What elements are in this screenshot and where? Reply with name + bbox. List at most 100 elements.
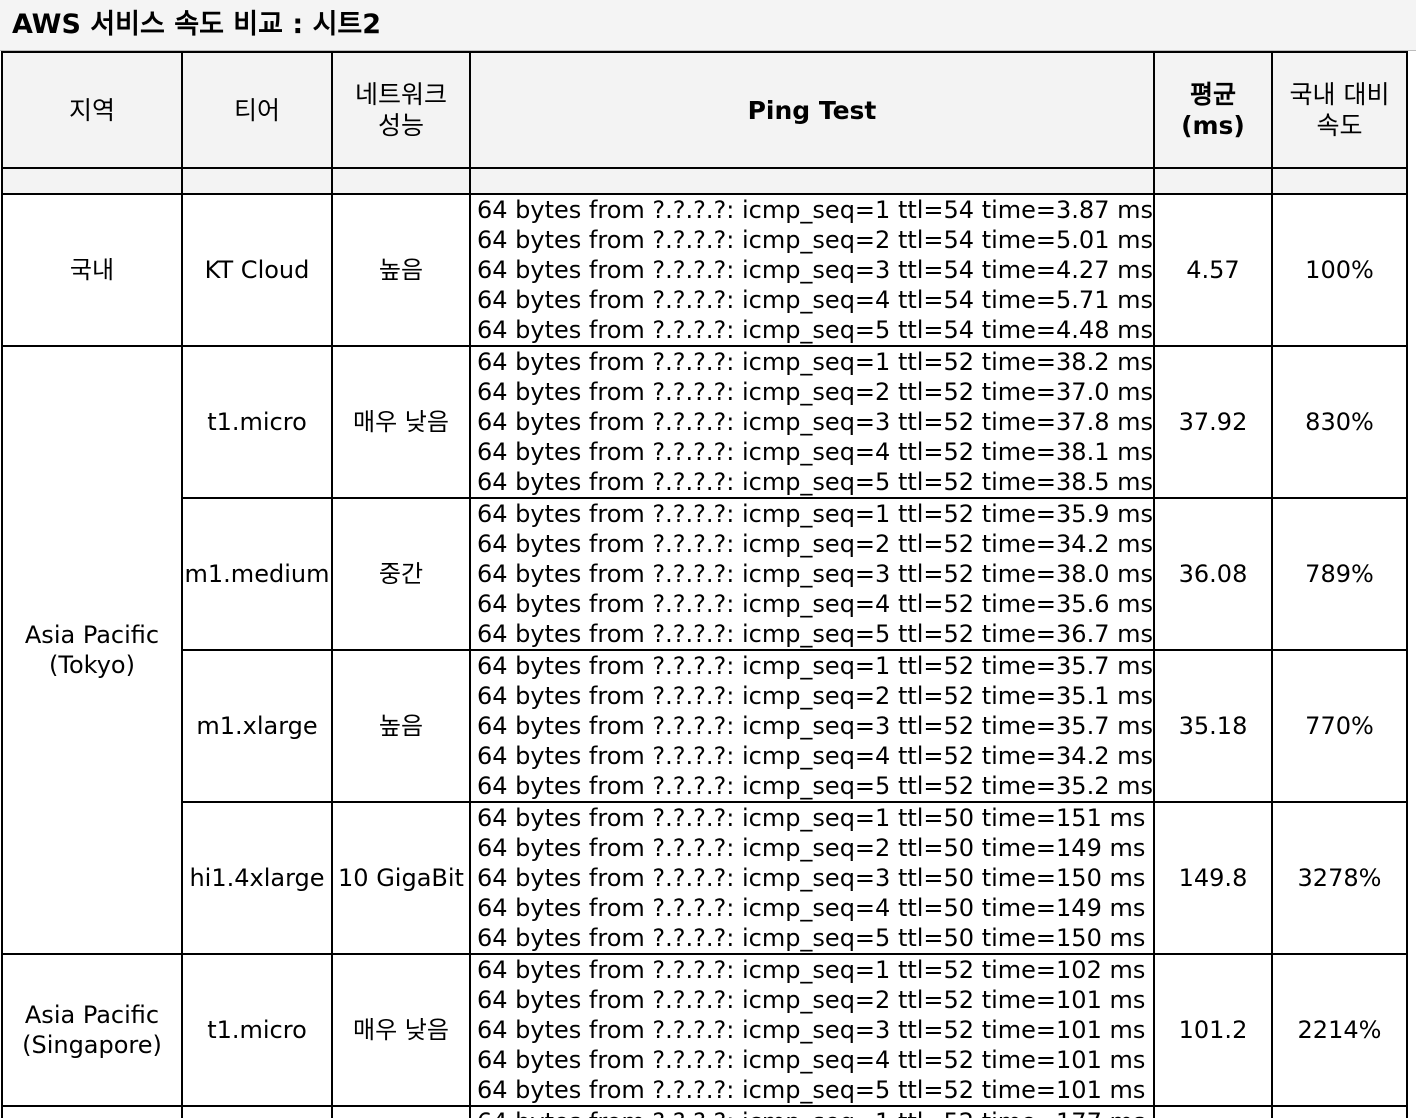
spacer-cell[interactable] (181, 167, 333, 195)
region-line: (Tokyo) (49, 651, 135, 679)
ping-line: 64 bytes from ?.?.?.?: icmp_seq=1 ttl=50… (477, 804, 1146, 832)
ping-line: 64 bytes from ?.?.?.?: icmp_seq=1 ttl=52… (477, 500, 1153, 528)
ping-cell[interactable]: 64 bytes from ?.?.?.?: icmp_seq=1 ttl=50… (469, 801, 1155, 955)
ping-line: 64 bytes from ?.?.?.?: icmp_seq=5 ttl=52… (477, 620, 1153, 648)
ping-line: 64 bytes from ?.?.?.?: icmp_seq=4 ttl=52… (477, 742, 1153, 770)
network-cell[interactable]: 매우 낮음 (331, 345, 471, 499)
region-cell[interactable]: Asia Pacific (Singapore) (1, 953, 183, 1107)
header-line: 티어 (233, 95, 280, 125)
ping-line: 64 bytes from ?.?.?.?: icmp_seq=3 ttl=50… (477, 864, 1146, 892)
ping-cell[interactable]: 64 bytes from ?.?.?.?: icmp_seq=1 ttl=52… (469, 953, 1155, 1107)
ping-line: 64 bytes from ?.?.?.?: icmp_seq=3 ttl=52… (477, 712, 1153, 740)
region-cell[interactable]: Asia Pacific (Tokyo) (1, 345, 183, 955)
ping-line: 64 bytes from ?.?.?.?: icmp_seq=5 ttl=52… (477, 468, 1153, 496)
tier-cell[interactable]: hi1.4xlarge (181, 801, 333, 955)
table-row: m1.xlarge 높음 64 bytes from ?.?.?.?: icmp_s… (2, 649, 1408, 803)
ping-line: 64 bytes from ?.?.?.?: icmp_seq=5 ttl=50… (477, 924, 1146, 952)
tier-cell[interactable]: m1.medium (181, 497, 333, 651)
ping-line: 64 bytes from ?.?.?.?: icmp_seq=1 ttl=52… (477, 1108, 1152, 1118)
network-cell[interactable]: 10 GigaBit (331, 801, 471, 955)
avg-cell[interactable]: 4.57 (1152, 193, 1273, 347)
sheet-area[interactable]: 지역 티어 네트워크 성능 Ping Test 평균 (ms) 국내 대비 속도 국내… (0, 51, 1416, 1118)
avg-cell[interactable]: 35.18 (1152, 649, 1273, 803)
speed-table: 지역 티어 네트워크 성능 Ping Test 평균 (ms) 국내 대비 속도 국내… (1, 51, 1408, 1118)
ping-cell[interactable]: 64 bytes from ?.?.?.?: icmp_seq=1 ttl=54… (469, 193, 1155, 347)
ping-line: 64 bytes from ?.?.?.?: icmp_seq=3 ttl=52… (477, 1016, 1146, 1044)
tier-cell[interactable]: t1.micro (181, 345, 333, 499)
table-row: 국내 KT Cloud 높음 64 bytes from ?.?.?.?: icmp_… (1, 193, 1408, 347)
network-cell[interactable]: 높음 (331, 649, 471, 803)
header-ping[interactable]: Ping Test (469, 51, 1155, 169)
ping-line: 64 bytes from ?.?.?.?: icmp_seq=1 ttl=52… (477, 348, 1153, 376)
ping-line: 64 bytes from ?.?.?.?: icmp_seq=1 ttl=52… (477, 956, 1146, 984)
tier-cell[interactable]: m1.xlarge (181, 649, 333, 803)
network-cell[interactable] (331, 1105, 471, 1118)
table-row: 64 bytes from ?.?.?.?: icmp_seq=1 ttl=52… (1, 1105, 1408, 1118)
region-line: Asia Pacific (24, 621, 160, 649)
ratio-cell[interactable]: 770% (1270, 649, 1408, 803)
ping-line: 64 bytes from ?.?.?.?: icmp_seq=5 ttl=52… (477, 1076, 1146, 1104)
ping-line: 64 bytes from ?.?.?.?: icmp_seq=4 ttl=54… (477, 286, 1153, 314)
ping-line: 64 bytes from ?.?.?.?: icmp_seq=3 ttl=54… (477, 256, 1153, 284)
region-cell[interactable]: 국내 (1, 193, 183, 347)
avg-cell[interactable]: 149.8 (1152, 801, 1273, 955)
ping-cell[interactable]: 64 bytes from ?.?.?.?: icmp_seq=1 ttl=52… (469, 345, 1155, 499)
avg-cell[interactable]: 37.92 (1152, 345, 1273, 499)
network-cell[interactable]: 높음 (331, 193, 471, 347)
ping-line: 64 bytes from ?.?.?.?: icmp_seq=2 ttl=54… (477, 226, 1153, 254)
ping-line: 64 bytes from ?.?.?.?: icmp_seq=2 ttl=52… (477, 530, 1153, 558)
ratio-cell[interactable]: 789% (1270, 497, 1408, 651)
header-region[interactable]: 지역 (1, 51, 183, 169)
tier-cell[interactable]: t1.micro (181, 953, 333, 1107)
ping-line: 64 bytes from ?.?.?.?: icmp_seq=4 ttl=52… (477, 1046, 1146, 1074)
ping-line: 64 bytes from ?.?.?.?: icmp_seq=4 ttl=52… (477, 438, 1153, 466)
ping-cell[interactable]: 64 bytes from ?.?.?.?: icmp_seq=1 ttl=52… (469, 1105, 1155, 1118)
spacer-cell[interactable] (1, 167, 183, 195)
header-ratio[interactable]: 국내 대비 속도 (1270, 51, 1408, 169)
ratio-cell[interactable]: 830% (1270, 345, 1408, 499)
ping-line: 64 bytes from ?.?.?.?: icmp_seq=2 ttl=52… (477, 986, 1146, 1014)
ping-line: 64 bytes from ?.?.?.?: icmp_seq=4 ttl=50… (477, 894, 1146, 922)
sheet-title: AWS 서비스 속도 비교 : 시트2 (12, 9, 382, 40)
spacer-cell[interactable] (1270, 167, 1408, 195)
avg-cell[interactable]: 101.2 (1152, 953, 1273, 1107)
ratio-cell[interactable]: 100% (1270, 193, 1408, 347)
region-cell[interactable] (1, 1105, 183, 1118)
header-avg[interactable]: 평균 (ms) (1152, 51, 1273, 169)
table-row: m1.medium 중간 64 bytes from ?.?.?.?: icmp_s… (2, 497, 1408, 651)
ratio-cell[interactable]: 3278% (1270, 801, 1408, 955)
header-row: 지역 티어 네트워크 성능 Ping Test 평균 (ms) 국내 대비 속도 (1, 51, 1408, 169)
header-tier[interactable]: 티어 (181, 51, 333, 169)
spacer-cell[interactable] (469, 167, 1155, 195)
header-network[interactable]: 네트워크 성능 (331, 51, 471, 169)
header-line: 지역 (68, 95, 115, 125)
network-cell[interactable]: 매우 낮음 (331, 953, 471, 1107)
table-row: Asia Pacific (Singapore) t1.micro 매우 낮음 64 b… (1, 953, 1408, 1107)
ratio-cell[interactable] (1270, 1105, 1408, 1118)
network-cell[interactable]: 중간 (331, 497, 471, 651)
table-row: Asia Pacific (Tokyo) t1.micro 매우 낮음 64 bytes… (1, 345, 1408, 955)
ping-line: 64 bytes from ?.?.?.?: icmp_seq=3 ttl=52… (477, 408, 1153, 436)
ping-line: 64 bytes from ?.?.?.?: icmp_seq=4 ttl=52… (477, 590, 1153, 618)
ping-cell[interactable]: 64 bytes from ?.?.?.?: icmp_seq=1 ttl=52… (469, 649, 1155, 803)
spacer-cell[interactable] (1152, 167, 1273, 195)
avg-cell[interactable] (1152, 1105, 1273, 1118)
spacer-cell[interactable] (331, 167, 471, 195)
tier-cell[interactable] (181, 1105, 333, 1118)
header-line: Ping Test (747, 95, 877, 125)
ping-cell[interactable]: 64 bytes from ?.?.?.?: icmp_seq=1 ttl=52… (469, 497, 1155, 651)
header-line: (ms) (1181, 111, 1245, 140)
header-line: 성능 (377, 111, 424, 140)
ping-line: 64 bytes from ?.?.?.?: icmp_seq=2 ttl=50… (477, 834, 1146, 862)
header-line: 네트워크 (354, 80, 447, 109)
ping-line: 64 bytes from ?.?.?.?: icmp_seq=5 ttl=52… (477, 772, 1153, 800)
ping-line: 64 bytes from ?.?.?.?: icmp_seq=5 ttl=54… (477, 316, 1153, 344)
tier-cell[interactable]: KT Cloud (181, 193, 333, 347)
ping-line: 64 bytes from ?.?.?.?: icmp_seq=2 ttl=52… (477, 682, 1153, 710)
ratio-cell[interactable]: 2214% (1270, 953, 1408, 1107)
avg-cell[interactable]: 36.08 (1152, 497, 1273, 651)
spacer-row (1, 167, 1408, 195)
region-line: 국내 (69, 256, 115, 284)
ping-line: 64 bytes from ?.?.?.?: icmp_seq=1 ttl=52… (477, 652, 1153, 680)
header-line: 속도 (1316, 111, 1363, 140)
